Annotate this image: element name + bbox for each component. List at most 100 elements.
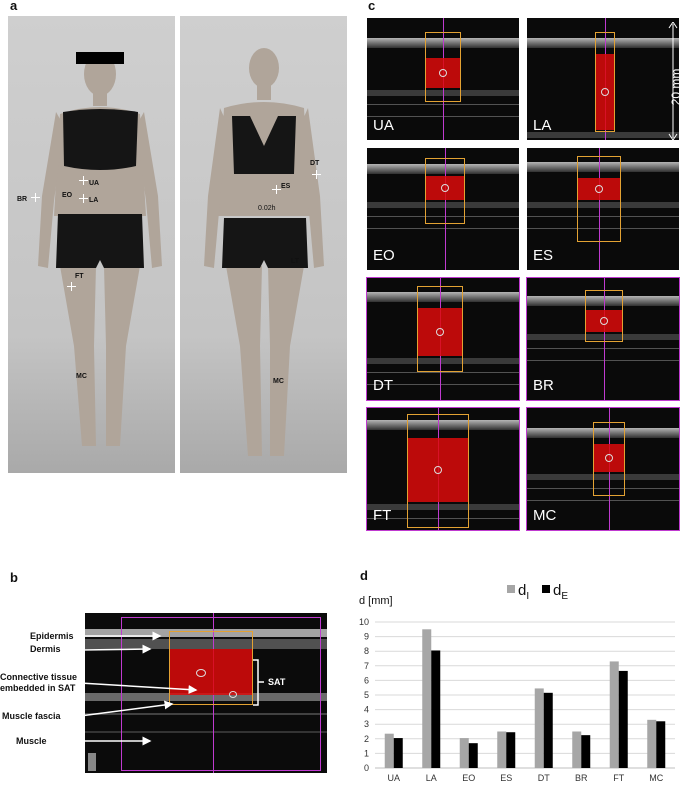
fascia-band	[367, 358, 519, 364]
front-site-cross	[67, 282, 76, 291]
bar-de-br	[581, 735, 591, 768]
y-axis-label: d [mm]	[359, 595, 393, 607]
y-tick-label: 1	[364, 748, 369, 758]
back-site-cross	[272, 185, 281, 194]
site-tag: FT	[373, 507, 392, 524]
y-tick-label: 5	[364, 690, 369, 700]
site-tag: MC	[533, 507, 557, 524]
site-mark-ft: FT	[75, 273, 84, 280]
tissue-streak	[527, 228, 679, 229]
roi-box	[593, 422, 625, 496]
center-marker-line	[599, 148, 600, 270]
front-site-cross	[31, 193, 40, 202]
ultrasound-tile-la: LA	[527, 18, 679, 140]
skin-band	[367, 420, 519, 430]
connective-tissue-marker	[605, 454, 613, 462]
panel-label-d: d	[360, 568, 368, 583]
ultrasound-tile-mc: MC	[526, 407, 680, 531]
legend-swatch-di	[507, 585, 515, 593]
bar-de-dt	[543, 692, 553, 768]
ultrasound-tile-es: ES	[527, 148, 679, 270]
bar-de-eo	[468, 743, 478, 768]
site-tag: ES	[533, 247, 554, 264]
site-mark-es: ES	[281, 183, 291, 190]
ultrasound-tile-dt: DT	[366, 277, 520, 401]
x-tick-label: ES	[500, 773, 512, 783]
connective-tissue-marker	[600, 317, 608, 325]
ultrasound-tile-br: BR	[526, 277, 680, 401]
bar-di-es	[497, 731, 507, 768]
back-site-cross	[312, 170, 321, 179]
site-mark-dt: DT	[310, 160, 320, 167]
scale-bar-arrow	[668, 22, 678, 140]
bar-di-eo	[459, 738, 469, 768]
tissue-streak	[527, 348, 679, 349]
tissue-streak	[527, 488, 679, 489]
bar-di-la	[422, 629, 432, 768]
legend-label-de: dE	[553, 582, 568, 602]
skin-band	[527, 162, 679, 172]
x-tick-label: DT	[538, 773, 550, 783]
fascia-band	[527, 334, 679, 340]
distance-note: 0.02h	[258, 205, 276, 212]
bar-de-ua	[393, 738, 403, 768]
legend-label-de-main: d	[553, 582, 562, 599]
panel-label-a: a	[10, 0, 18, 13]
x-tick-label: UA	[387, 773, 400, 783]
site-mark-mc: MC	[76, 373, 87, 380]
label-dermis: Dermis	[30, 644, 61, 654]
connective-tissue-marker	[441, 184, 449, 192]
back-body-silhouette	[204, 48, 324, 456]
x-tick-label: MC	[649, 773, 663, 783]
connective-tissue-marker	[595, 185, 603, 193]
skin-band	[367, 292, 519, 302]
site-mark-ua: UA	[89, 180, 100, 187]
legend-label-di-sub: I	[526, 591, 530, 602]
fascia-band	[527, 202, 679, 208]
tissue-streak	[527, 500, 679, 501]
y-tick-label: 9	[364, 632, 369, 642]
site-mark-br: BR	[17, 196, 28, 203]
roi-box	[425, 158, 465, 224]
tissue-streak	[367, 228, 519, 229]
y-tick-label: 7	[364, 661, 369, 671]
roi-box	[595, 32, 615, 132]
bar-di-dt	[534, 688, 544, 768]
front-site-cross	[79, 194, 88, 203]
x-tick-label: EO	[462, 773, 475, 783]
fascia-band	[527, 474, 679, 480]
site-mark-eo: EO	[62, 192, 73, 199]
tissue-streak	[367, 384, 519, 385]
label-epidermis: Epidermis	[30, 631, 74, 641]
front-view-photo: BR EO UA LA FT MC	[8, 16, 175, 473]
ultrasound-tile-ua: UA	[367, 18, 519, 140]
fascia-band	[367, 504, 519, 510]
site-mark-mc-back: MC	[273, 378, 284, 385]
connective-tissue-marker	[436, 328, 444, 336]
roi-box	[577, 156, 621, 242]
fascia-band	[367, 202, 519, 208]
site-tag: UA	[373, 117, 394, 134]
roi-box	[425, 32, 461, 102]
label-connective-tissue: Connective tissue embedded in SAT	[0, 672, 78, 693]
skin-band	[527, 428, 679, 438]
label-muscle-fascia: Muscle fascia	[2, 711, 61, 721]
bar-di-mc	[647, 719, 657, 768]
connective-tissue-marker	[601, 88, 609, 96]
x-tick-label: BR	[575, 773, 588, 783]
roi-box	[417, 286, 463, 372]
thickness-bar-chart: d [mm] 0 1 2 3 4 5 6 7 8 9 10 UA LA EO ES DT BR FT MC	[359, 595, 675, 783]
center-marker-line	[604, 278, 605, 400]
panel-label-b: b	[10, 570, 18, 585]
connective-tissue-marker	[434, 466, 442, 474]
bar-di-ua	[384, 733, 394, 768]
legend-swatch-de	[542, 585, 550, 593]
y-tick-label: 8	[364, 646, 369, 656]
scale-bar-label: 20 mm	[669, 68, 683, 106]
connective-tissue-marker	[439, 69, 447, 77]
label-sat: SAT	[268, 677, 286, 687]
center-marker-line	[445, 148, 446, 270]
legend-label-di: dI	[518, 582, 529, 602]
bar-de-la	[431, 650, 441, 768]
y-tick-label: 2	[364, 734, 369, 744]
